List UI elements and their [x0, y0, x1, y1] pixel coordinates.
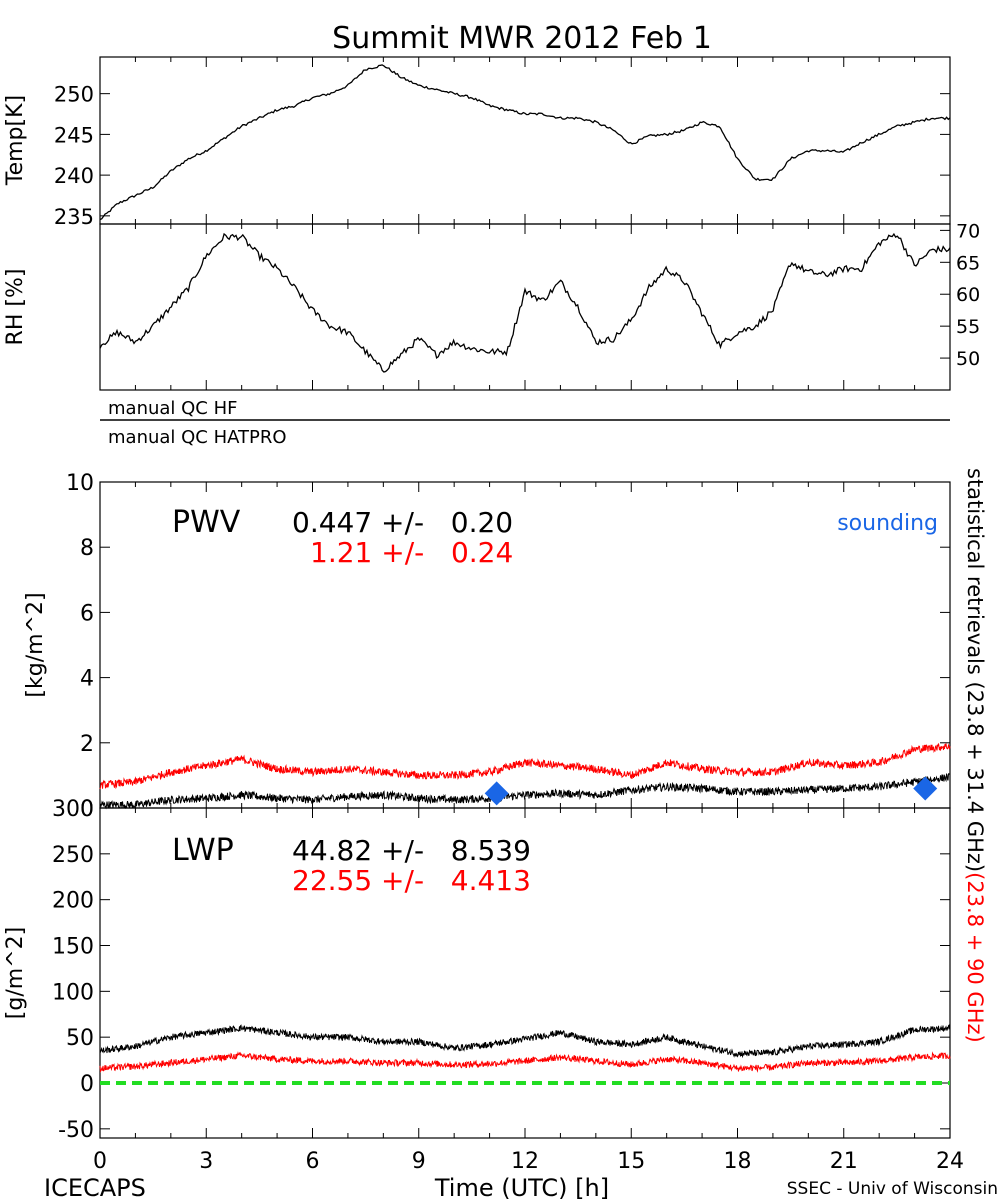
lwp-stat-black: 44.82 +/- 8.539 — [292, 834, 531, 867]
rh-panel: 50 55 60 65 70 RH [%] — [3, 220, 980, 391]
y-tick-label: 250 — [52, 843, 94, 868]
x-tick-label: 12 — [511, 1149, 539, 1174]
x-tick-label: 24 — [936, 1149, 964, 1174]
y-tick-label: 0 — [80, 797, 94, 822]
y-tick-label: 250 — [54, 83, 94, 107]
qc-section: manual QC HF manual QC HATPRO — [100, 398, 950, 448]
y-tick-label: 8 — [80, 536, 94, 561]
y-axis-label: Temp[K] — [3, 95, 28, 186]
y-tick-label: -50 — [58, 1118, 94, 1143]
svg-text:statistical retrievals (23.8: statistical retrievals (23.8 + 31.4 GHz)… — [963, 468, 987, 1043]
y-tick-label: 65 — [956, 252, 980, 274]
x-tick-label: 15 — [617, 1149, 645, 1174]
y-tick-label: 235 — [54, 205, 94, 229]
sounding-marker — [484, 781, 509, 806]
qc-hatpro-label: manual QC HATPRO — [108, 427, 287, 448]
pwv-stat-red: 1.21 +/- 0.24 — [310, 536, 513, 569]
qc-hf-label: manual QC HF — [108, 398, 237, 419]
series-line — [99, 743, 951, 790]
legend-sounding: sounding — [837, 511, 938, 536]
footer-icecaps: ICECAPS — [44, 1174, 146, 1200]
y-axis-label: [g/m^2] — [3, 927, 28, 1019]
lwp-stat-red: 22.55 +/- 4.413 — [292, 864, 531, 897]
y-tick-label: 100 — [52, 980, 94, 1005]
y-tick-label: 60 — [956, 284, 980, 306]
series-line — [99, 1024, 951, 1059]
y-axis-label: RH [%] — [3, 269, 28, 346]
right-label-red: (23.8 + 90 GHz) — [963, 872, 987, 1043]
y-axis-label: [kg/m^2] — [23, 592, 48, 697]
footer-ssec: SSEC - Univ of Wisconsin — [787, 1179, 998, 1199]
y-tick-label: 55 — [956, 316, 980, 338]
y-tick-label: 10 — [66, 471, 94, 496]
series-line — [99, 772, 951, 810]
right-label-black: statistical retrievals (23.8 + 31.4 GHz) — [963, 468, 987, 872]
y-tick-label: 50 — [956, 348, 980, 370]
x-tick-label: 3 — [199, 1149, 213, 1174]
series-line — [99, 1051, 951, 1073]
y-tick-label: 245 — [54, 123, 94, 147]
y-tick-label: 2 — [80, 732, 94, 757]
plot-frame — [99, 223, 951, 391]
x-tick-label: 18 — [724, 1149, 752, 1174]
series-line — [99, 232, 951, 373]
chart-title: Summit MWR 2012 Feb 1 — [332, 21, 712, 56]
x-axis-label: Time (UTC) [h] — [434, 1174, 609, 1200]
lwp-title: LWP — [172, 833, 234, 868]
pwv-title: PWV — [172, 505, 241, 540]
y-tick-label: 4 — [80, 667, 94, 692]
series-line — [99, 64, 951, 221]
y-tick-label: 150 — [52, 935, 94, 960]
x-tick-label: 6 — [306, 1149, 320, 1174]
y-tick-label: 200 — [52, 889, 94, 914]
x-tick-label: 0 — [93, 1149, 107, 1174]
sounding-marker — [913, 776, 938, 801]
pwv-panel: 0 2 4 6 8 10 [kg/m^2] — [23, 471, 951, 822]
x-tick-label: 21 — [830, 1149, 858, 1174]
y-tick-label: 300 — [52, 797, 94, 822]
y-tick-label: 70 — [956, 220, 980, 242]
y-tick-label: 50 — [66, 1026, 94, 1051]
y-tick-label: 6 — [80, 601, 94, 626]
plot-frame — [99, 56, 951, 225]
pwv-stat-black: 0.447 +/- 0.20 — [292, 506, 513, 539]
x-tick-label: 9 — [412, 1149, 426, 1174]
y-tick-label: 240 — [54, 164, 94, 188]
temp-panel: 235 240 245 250 Temp[K] — [3, 56, 951, 229]
right-vertical-label: statistical retrievals (23.8 + 31.4 GHz)… — [963, 468, 987, 1043]
y-tick-label: 0 — [80, 1072, 94, 1097]
